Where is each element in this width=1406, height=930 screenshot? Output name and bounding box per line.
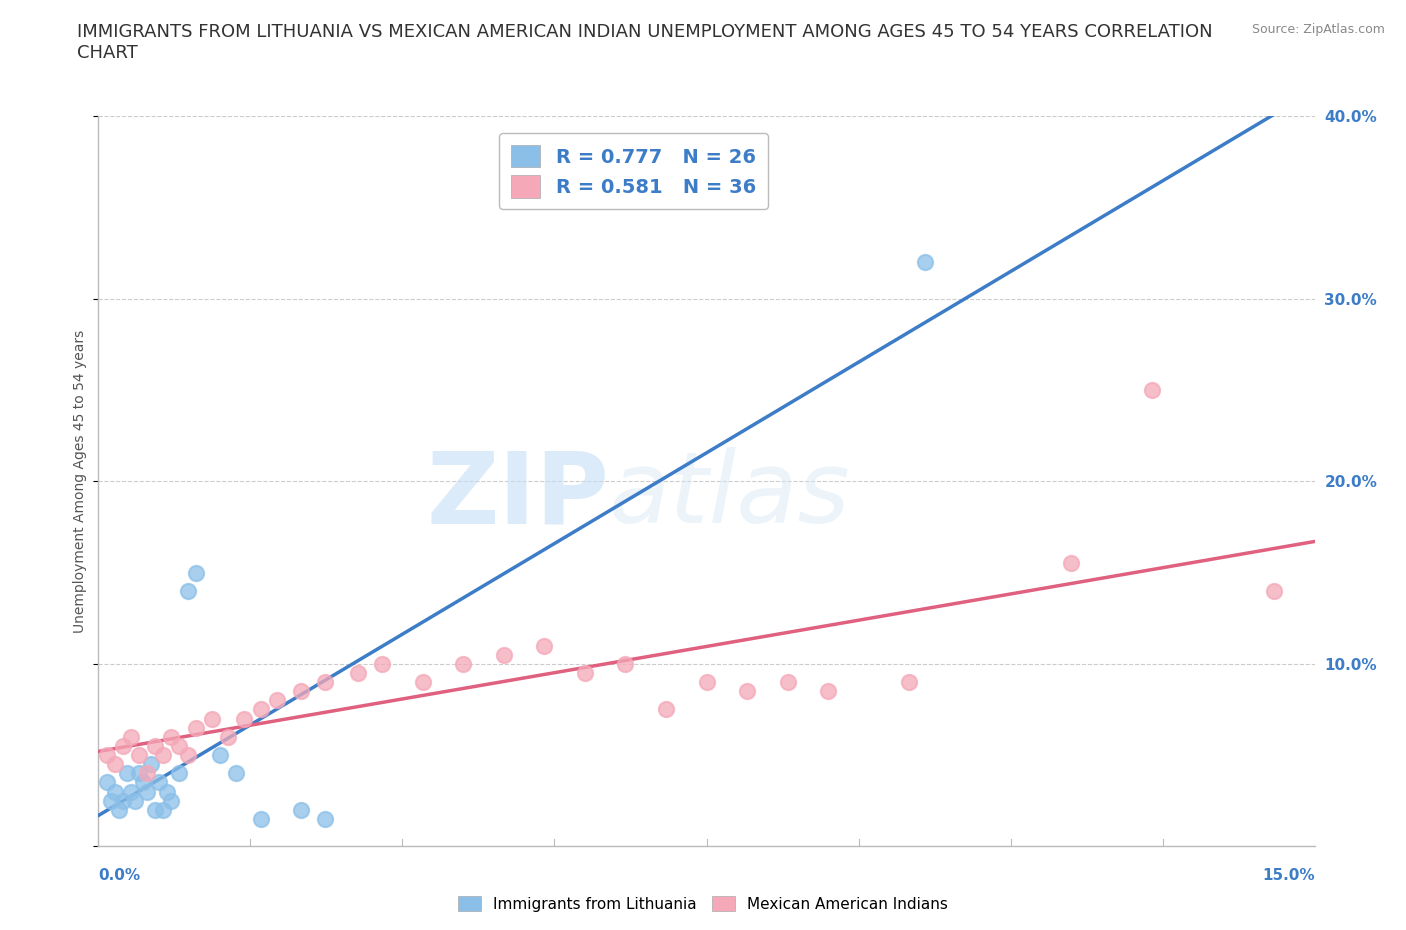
Point — [914, 255, 936, 270]
Point — [614, 657, 637, 671]
Point — [120, 729, 142, 744]
Point — [898, 674, 921, 689]
Point — [128, 748, 150, 763]
Point — [156, 784, 179, 799]
Point — [776, 674, 799, 689]
Point — [107, 803, 129, 817]
Point — [176, 748, 198, 763]
Point — [201, 711, 224, 726]
Legend: R = 0.777   N = 26, R = 0.581   N = 36: R = 0.777 N = 26, R = 0.581 N = 36 — [499, 133, 768, 209]
Point — [371, 657, 394, 671]
Point — [184, 720, 207, 735]
Point — [290, 684, 312, 698]
Point — [160, 793, 183, 808]
Point — [124, 793, 146, 808]
Text: Source: ZipAtlas.com: Source: ZipAtlas.com — [1251, 23, 1385, 36]
Point — [1263, 583, 1285, 598]
Point — [492, 647, 515, 662]
Point — [104, 784, 127, 799]
Point — [453, 657, 475, 671]
Point — [225, 766, 247, 781]
Point — [160, 729, 183, 744]
Point — [148, 775, 170, 790]
Point — [120, 784, 142, 799]
Point — [817, 684, 839, 698]
Point — [1142, 382, 1164, 397]
Point — [143, 738, 166, 753]
Point — [152, 803, 174, 817]
Point — [104, 757, 127, 772]
Point — [1060, 556, 1083, 571]
Point — [111, 793, 134, 808]
Point — [696, 674, 718, 689]
Point — [249, 702, 271, 717]
Point — [128, 766, 150, 781]
Legend: Immigrants from Lithuania, Mexican American Indians: Immigrants from Lithuania, Mexican Ameri… — [451, 889, 955, 918]
Point — [184, 565, 207, 580]
Point — [136, 766, 159, 781]
Text: IMMIGRANTS FROM LITHUANIA VS MEXICAN AMERICAN INDIAN UNEMPLOYMENT AMONG AGES 45 : IMMIGRANTS FROM LITHUANIA VS MEXICAN AME… — [77, 23, 1213, 62]
Point — [266, 693, 288, 708]
Point — [412, 674, 434, 689]
Point — [176, 583, 198, 598]
Point — [100, 793, 122, 808]
Point — [143, 803, 166, 817]
Text: 15.0%: 15.0% — [1263, 869, 1315, 883]
Text: atlas: atlas — [609, 447, 851, 544]
Point — [209, 748, 232, 763]
Y-axis label: Unemployment Among Ages 45 to 54 years: Unemployment Among Ages 45 to 54 years — [73, 329, 87, 633]
Point — [655, 702, 678, 717]
Point — [347, 666, 370, 681]
Point — [533, 638, 555, 653]
Text: ZIP: ZIP — [426, 447, 609, 544]
Point — [115, 766, 138, 781]
Point — [152, 748, 174, 763]
Point — [136, 784, 159, 799]
Point — [169, 738, 191, 753]
Point — [290, 803, 312, 817]
Point — [96, 775, 118, 790]
Text: 0.0%: 0.0% — [98, 869, 141, 883]
Point — [735, 684, 758, 698]
Point — [314, 674, 336, 689]
Point — [132, 775, 155, 790]
Point — [169, 766, 191, 781]
Point — [233, 711, 256, 726]
Point — [111, 738, 134, 753]
Point — [574, 666, 596, 681]
Point — [96, 748, 118, 763]
Point — [217, 729, 239, 744]
Point — [314, 812, 336, 827]
Point — [139, 757, 162, 772]
Point — [249, 812, 271, 827]
